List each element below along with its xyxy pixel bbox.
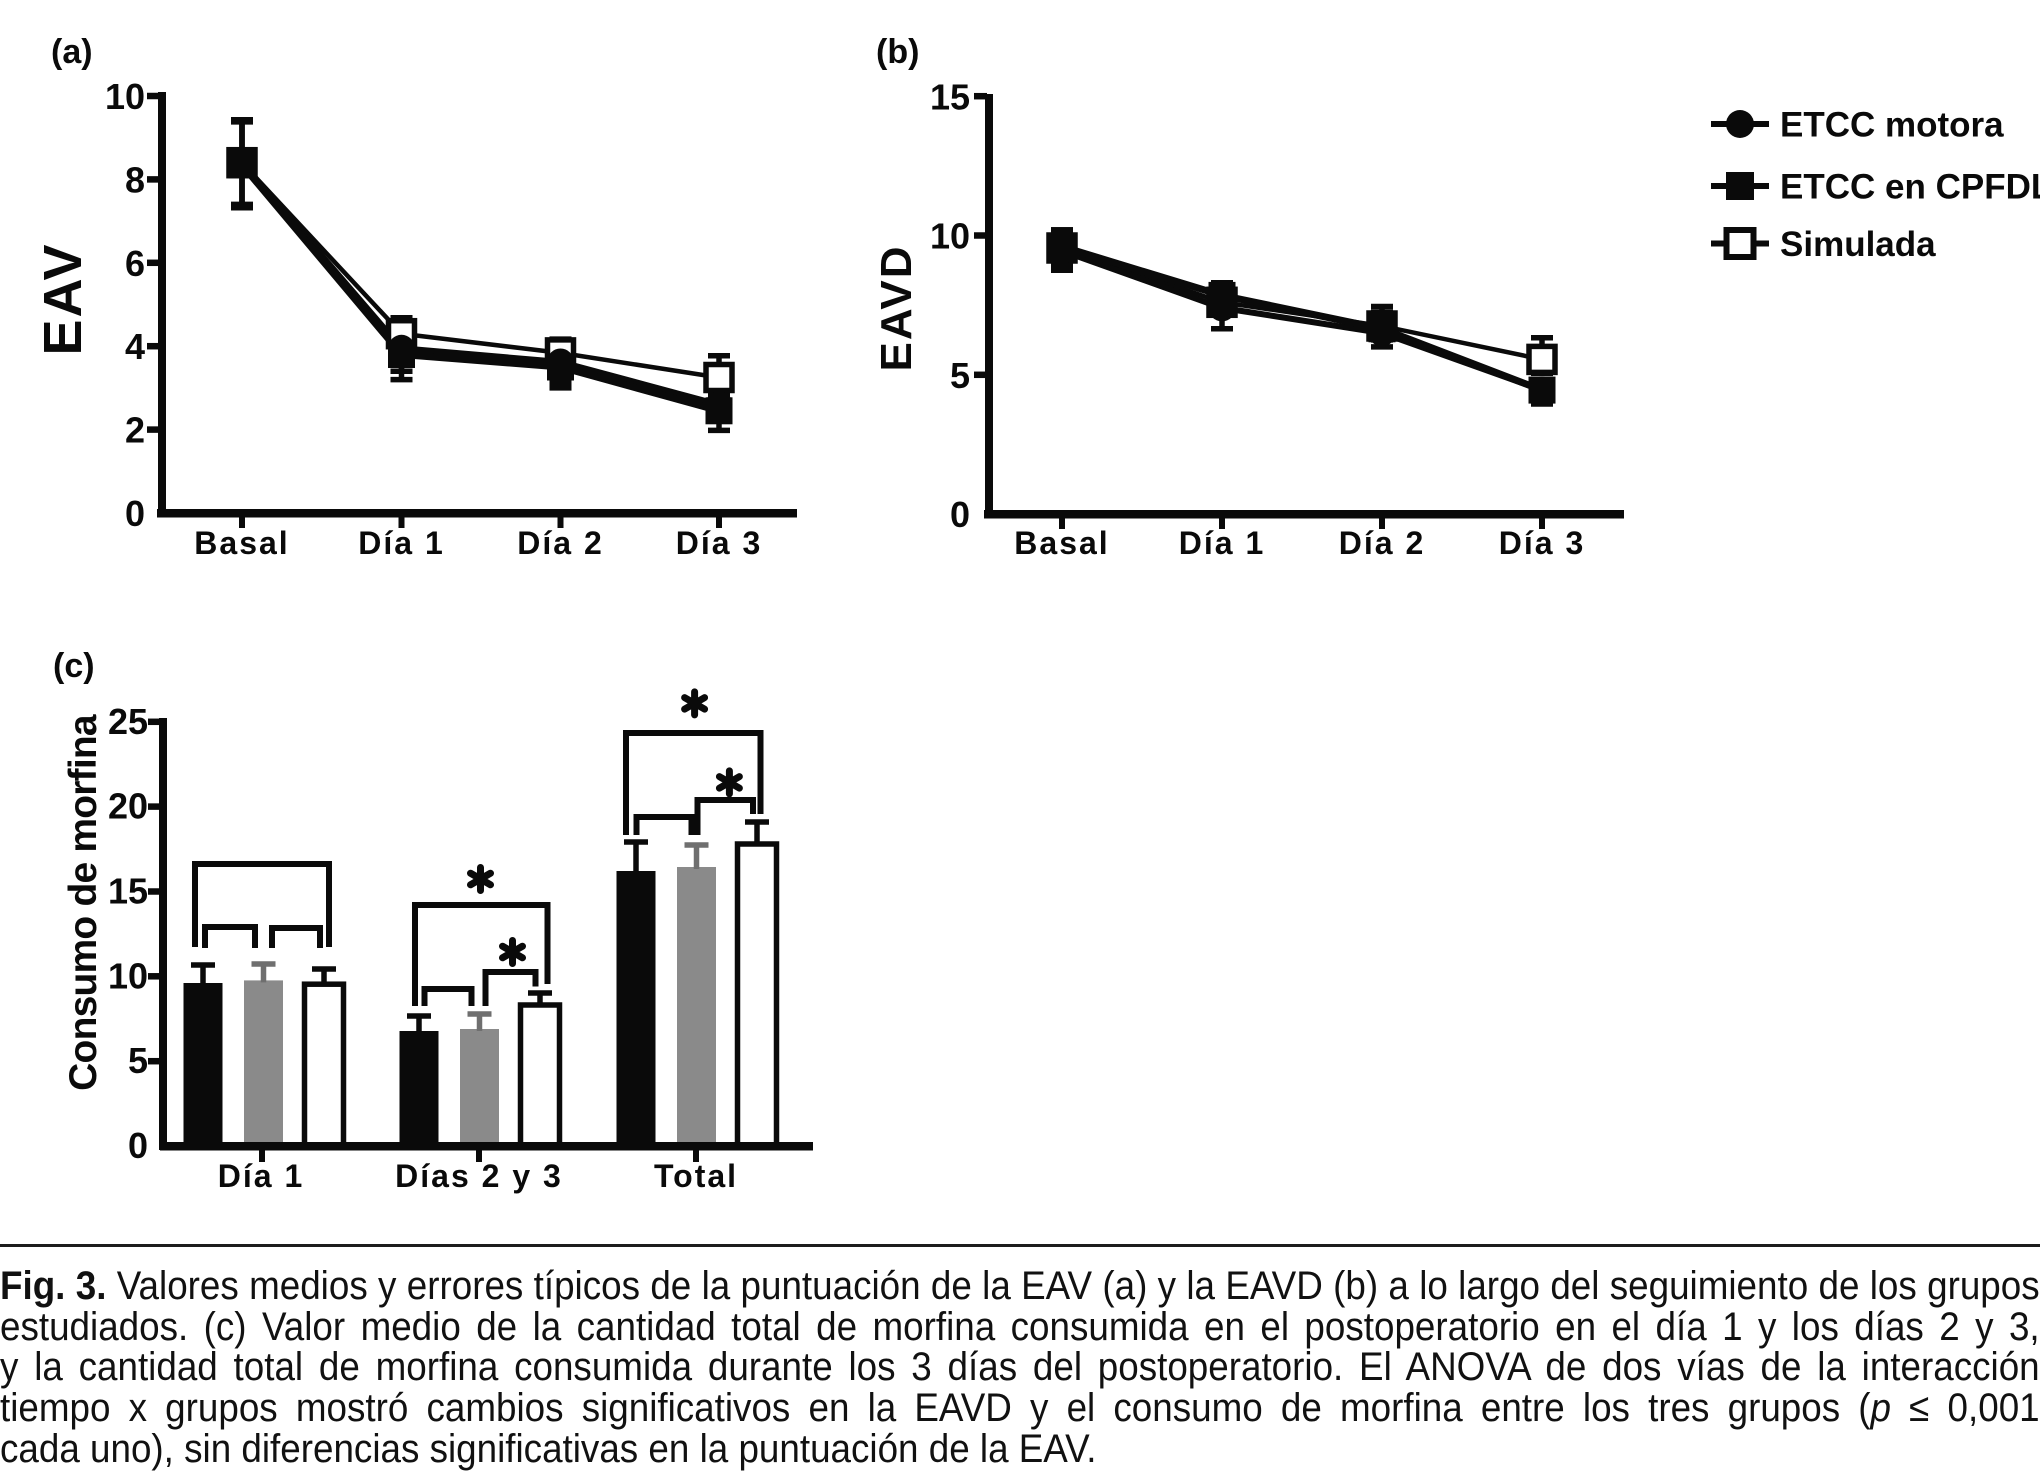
svg-text:Día 1: Día 1 xyxy=(1179,525,1265,561)
svg-text:(c): (c) xyxy=(53,647,95,685)
svg-text:Día 1: Día 1 xyxy=(358,525,444,561)
svg-text:25: 25 xyxy=(108,701,148,742)
svg-text:EAVD: EAVD xyxy=(872,245,921,372)
svg-text:15: 15 xyxy=(108,870,148,911)
svg-text:20: 20 xyxy=(108,786,148,827)
svg-text:Consumo de morfina: Consumo de morfina xyxy=(62,714,105,1091)
svg-text:5: 5 xyxy=(128,1040,148,1081)
svg-text:10: 10 xyxy=(108,955,148,996)
svg-text:10: 10 xyxy=(930,216,970,257)
svg-text:ETCC en CPFDL: ETCC en CPFDL xyxy=(1780,168,2040,207)
svg-text:EAV: EAV xyxy=(33,242,93,355)
svg-text:Basal: Basal xyxy=(1014,525,1109,561)
svg-text:Día 1: Día 1 xyxy=(218,1158,304,1194)
svg-text:8: 8 xyxy=(125,159,145,200)
svg-text:15: 15 xyxy=(930,76,970,117)
svg-text:2: 2 xyxy=(125,410,145,451)
svg-text:(b): (b) xyxy=(876,33,919,71)
svg-text:4: 4 xyxy=(125,326,145,367)
svg-text:Día 2: Día 2 xyxy=(517,525,603,561)
svg-text:0: 0 xyxy=(950,494,970,535)
svg-text:Día 3: Día 3 xyxy=(676,525,762,561)
svg-text:Total: Total xyxy=(654,1158,738,1194)
svg-text:Día 3: Día 3 xyxy=(1499,525,1585,561)
svg-text:Días 2 y 3: Días 2 y 3 xyxy=(395,1158,563,1194)
svg-text:ETCC motora: ETCC motora xyxy=(1780,106,2004,145)
svg-text:(a): (a) xyxy=(51,33,93,71)
svg-text:5: 5 xyxy=(950,355,970,396)
svg-text:Día 2: Día 2 xyxy=(1339,525,1425,561)
svg-text:0: 0 xyxy=(125,493,145,534)
svg-text:Basal: Basal xyxy=(194,525,289,561)
svg-text:10: 10 xyxy=(105,76,145,117)
svg-text:Simulada: Simulada xyxy=(1780,225,1936,264)
svg-text:0: 0 xyxy=(128,1125,148,1166)
svg-text:6: 6 xyxy=(125,243,145,284)
